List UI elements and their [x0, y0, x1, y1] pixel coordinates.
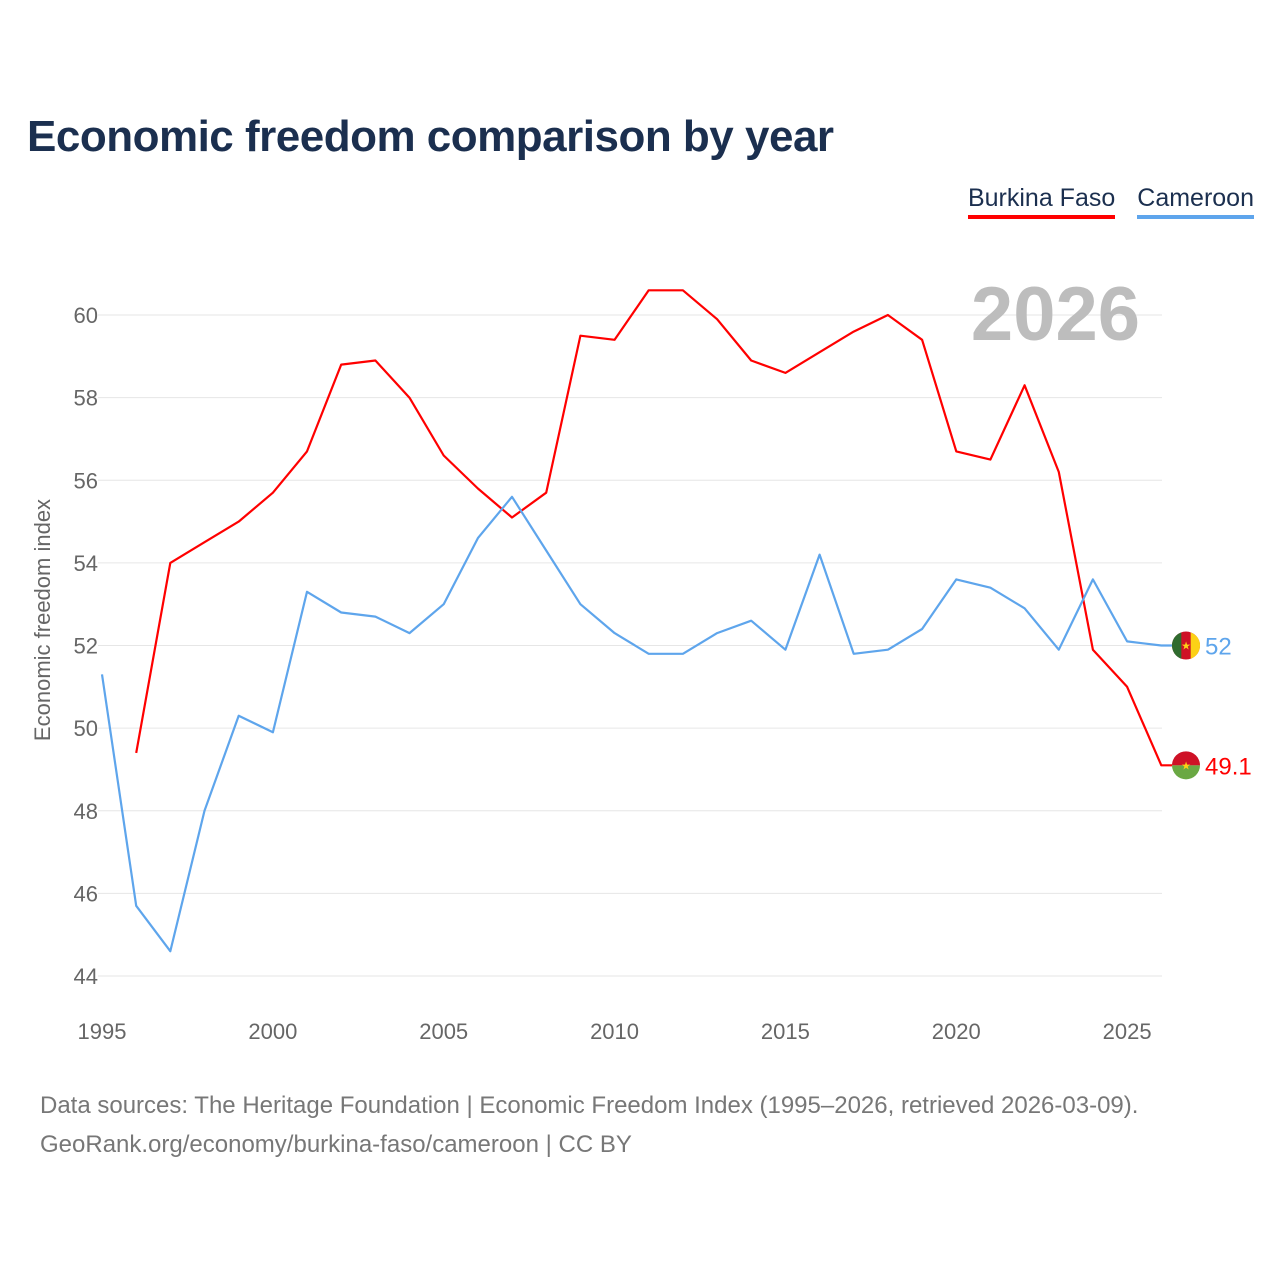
y-tick-label: 58 — [74, 386, 98, 411]
y-tick-label: 46 — [74, 881, 98, 906]
x-tick-label: 2010 — [590, 1019, 639, 1044]
y-tick-label: 48 — [74, 799, 98, 824]
y-tick-label: 44 — [74, 964, 98, 989]
end-value-label: 52 — [1205, 634, 1232, 661]
source-note: Data sources: The Heritage Foundation | … — [40, 1092, 1139, 1119]
flag-star-icon: ★ — [1181, 760, 1191, 772]
flag-cameroon-icon — [1190, 632, 1201, 659]
legend: Burkina Faso Cameroon — [967, 184, 1254, 219]
y-tick-label: 56 — [74, 468, 98, 493]
end-value-label: 49.1 — [1205, 753, 1252, 780]
y-tick-label: 54 — [74, 551, 98, 576]
series-line-burkina-faso — [135, 289, 1172, 767]
flag-burkina-faso-icon — [1172, 751, 1200, 766]
x-tick-label: 2025 — [1103, 1019, 1152, 1044]
series-line-cameroon — [100, 495, 1172, 953]
year-watermark: 2026 — [971, 272, 1140, 357]
x-tick-label: 2000 — [248, 1019, 297, 1044]
footer: Data sources: The Heritage Foundation | … — [40, 1086, 1138, 1164]
y-tick-label: 50 — [74, 716, 98, 741]
flag-burkina-faso-icon — [1172, 765, 1200, 780]
legend-burkina-faso[interactable]: Burkina Faso — [967, 184, 1116, 219]
source-link[interactable]: GeoRank.org/economy/burkina-faso/cameroo… — [40, 1131, 632, 1158]
x-tick-label: 2005 — [419, 1019, 468, 1044]
flag-cameroon-icon — [1171, 632, 1182, 659]
y-axis-label: Economic freedom index — [30, 499, 55, 741]
x-tick-label: 2020 — [932, 1019, 981, 1044]
x-tick-label: 1995 — [78, 1019, 127, 1044]
flag-star-icon: ★ — [1181, 641, 1191, 653]
chart-title: Economic freedom comparison by year — [27, 112, 834, 161]
x-tick-label: 2015 — [761, 1019, 810, 1044]
legend-cameroon[interactable]: Cameroon — [1137, 184, 1254, 219]
y-tick-label: 60 — [74, 303, 98, 328]
y-tick-label: 52 — [74, 634, 98, 659]
